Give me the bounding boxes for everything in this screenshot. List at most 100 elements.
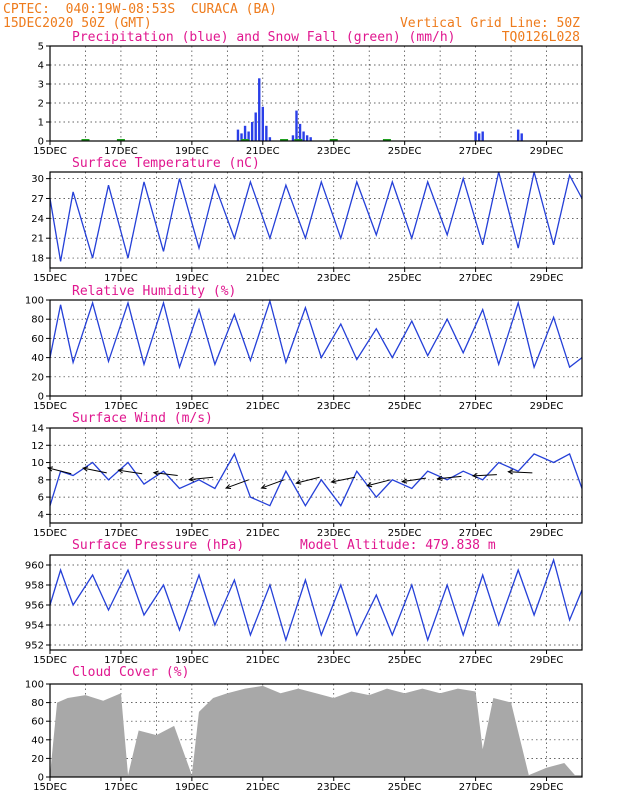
wind-ytick-label: 14	[31, 424, 44, 435]
pressure-xtick-label: 19DEC	[175, 655, 209, 666]
snow-bar	[81, 139, 90, 141]
wind-xtick-label: 15DEC	[33, 528, 67, 539]
rh-xtick-label: 19DEC	[175, 401, 209, 412]
cloud-xtick-label: 29DEC	[530, 782, 564, 793]
rh-xtick-label: 21DEC	[246, 401, 280, 412]
pressure-xtick-label: 21DEC	[246, 655, 280, 666]
precip-ytick-label: 5	[38, 42, 44, 53]
cloud-xtick-label: 27DEC	[459, 782, 493, 793]
precip-bar	[305, 135, 309, 141]
rh-xtick-label: 17DEC	[104, 401, 138, 412]
temp-ytick-label: 21	[31, 234, 44, 245]
wind-arrow	[331, 476, 356, 483]
wind-arrow-head	[507, 469, 514, 475]
snow-bar	[241, 139, 250, 141]
precip-bar	[247, 131, 250, 141]
precip-ytick-label: 0	[38, 137, 44, 148]
wind-arrow	[472, 474, 497, 477]
wind-ytick-label: 8	[38, 475, 44, 486]
wind-arrow	[261, 479, 285, 489]
snow-bar	[382, 139, 391, 141]
wind-ytick-label: 6	[38, 493, 44, 504]
cloud-xtick-label: 21DEC	[246, 782, 280, 793]
snow-bar	[116, 139, 125, 141]
rh-xtick-label: 27DEC	[459, 401, 493, 412]
precip-xtick-label: 27DEC	[459, 146, 493, 157]
pressure-xtick-label: 15DEC	[33, 655, 67, 666]
precip-bar	[309, 137, 312, 141]
pressure-ytick-label: 956	[25, 601, 44, 612]
wind-ytick-label: 4	[38, 510, 44, 521]
pressure-xtick-label: 27DEC	[459, 655, 493, 666]
temp-xtick-label: 23DEC	[317, 273, 351, 284]
rh-xtick-label: 15DEC	[33, 401, 67, 412]
altitude-label: Model Altitude: 479.838 m	[300, 538, 496, 553]
temp-xtick-label: 21DEC	[246, 273, 280, 284]
wind-arrow	[189, 476, 214, 481]
rh-ytick-label: 80	[31, 315, 44, 326]
cloud-xtick-label: 15DEC	[33, 782, 67, 793]
snow-bar	[329, 139, 338, 141]
wind-xtick-label: 17DEC	[104, 528, 138, 539]
precip-ytick-label: 3	[38, 80, 44, 91]
wind-arrow-head	[260, 484, 267, 490]
wind-arrow	[47, 467, 72, 475]
cloud-ytick-label: 20	[31, 754, 44, 765]
precip-bar	[254, 112, 257, 141]
precip-bar	[520, 133, 523, 141]
wind-arrow-head	[82, 466, 89, 472]
precip-ytick-label: 2	[38, 99, 44, 110]
pressure-frame	[49, 554, 583, 651]
wind-xtick-label: 19DEC	[175, 528, 209, 539]
cloud-frame	[49, 683, 583, 778]
precip-bar	[474, 131, 477, 141]
precip-xtick-label: 29DEC	[530, 146, 564, 157]
temp-xtick-label: 25DEC	[388, 273, 422, 284]
temp-frame	[49, 171, 583, 269]
precip-bar	[236, 129, 240, 141]
cloud-ytick-label: 80	[31, 698, 44, 709]
temp-xtick-label: 27DEC	[459, 273, 493, 284]
wind-arrow	[83, 467, 107, 474]
precip-bar	[298, 123, 302, 141]
wind-ytick-label: 10	[31, 458, 44, 469]
precip-bar	[481, 131, 484, 141]
temp-ytick-label: 27	[31, 194, 44, 205]
precip-bar	[291, 135, 295, 141]
rh-ytick-label: 60	[31, 334, 44, 345]
wind-arrow	[118, 469, 143, 475]
wind-xtick-label: 25DEC	[388, 528, 422, 539]
precip-bar	[477, 133, 481, 141]
header-datetime: 15DEC2020 50Z (GMT)	[3, 16, 152, 31]
wind-title: Surface Wind (m/s)	[72, 411, 213, 426]
rh-ytick-label: 100	[25, 296, 44, 307]
pressure-series-line	[49, 557, 583, 643]
cloud-ytick-label: 60	[31, 717, 44, 728]
pressure-xtick-label: 29DEC	[530, 655, 564, 666]
rh-xtick-label: 23DEC	[317, 401, 351, 412]
wind-arrow-head	[330, 478, 337, 484]
cloud-cover-area	[50, 685, 582, 777]
cloud-ytick-label: 40	[31, 735, 44, 746]
wind-arrow	[437, 475, 462, 480]
rh-frame	[49, 299, 583, 397]
precip-bar	[243, 125, 247, 141]
precip-bar	[265, 125, 268, 141]
rh-ytick-label: 0	[38, 392, 44, 403]
precip-title: Precipitation (blue) and Snow Fall (gree…	[72, 30, 456, 45]
header-model: TQ0126L028	[501, 30, 580, 45]
precip-xtick-label: 15DEC	[33, 146, 67, 157]
pressure-ytick-label: 952	[25, 641, 44, 652]
pressure-ytick-label: 960	[25, 561, 44, 572]
wind-arrow-head	[152, 470, 159, 476]
cloud-xtick-label: 19DEC	[175, 782, 209, 793]
header-station: CPTEC: 040:19W-08:53S CURACA (BA)	[3, 2, 277, 17]
cloud-ytick-label: 100	[25, 680, 44, 691]
pressure-title: Surface Pressure (hPa)	[72, 538, 245, 553]
precip-frame	[49, 45, 583, 142]
wind-arrow-head	[188, 476, 195, 482]
cloud-xtick-label: 17DEC	[104, 782, 138, 793]
temp-xtick-label: 29DEC	[530, 273, 564, 284]
wind-arrow-head	[471, 473, 478, 479]
